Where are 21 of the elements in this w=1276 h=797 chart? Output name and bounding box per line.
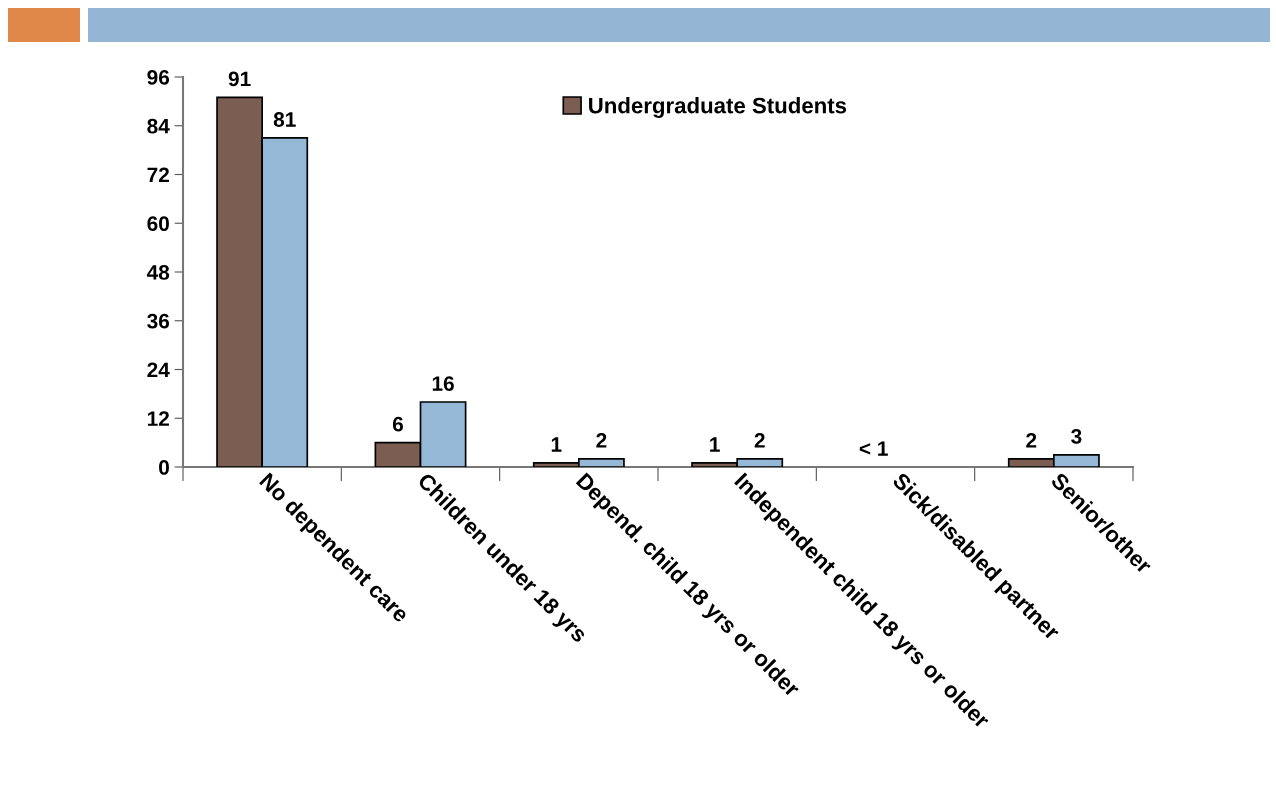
- annotation: < 1: [859, 441, 888, 456]
- y-tick-label: 0: [159, 460, 169, 475]
- y-tick-label: 48: [146, 265, 170, 280]
- y-tick-label: 12: [147, 411, 169, 426]
- y-tick-label: 96: [147, 70, 170, 85]
- data-label: 91: [228, 71, 251, 87]
- y-tick-label: 36: [147, 313, 170, 329]
- data-label: 16: [432, 376, 454, 391]
- data-label: 81: [273, 112, 296, 127]
- y-tick-label: 72: [147, 167, 169, 183]
- legend-label: Undergraduate Students: [589, 97, 847, 118]
- data-label: 2: [596, 433, 607, 448]
- y-tick-label: 84: [147, 118, 170, 134]
- data-label: 2: [1026, 433, 1037, 448]
- data-label: 6: [392, 416, 403, 432]
- y-tick-label: 60: [147, 216, 169, 231]
- y-tick-label: 24: [147, 362, 170, 378]
- data-label: 3: [1071, 429, 1082, 444]
- data-label: 2: [754, 433, 765, 448]
- data-label: 1: [551, 437, 562, 452]
- data-label: 1: [710, 437, 720, 452]
